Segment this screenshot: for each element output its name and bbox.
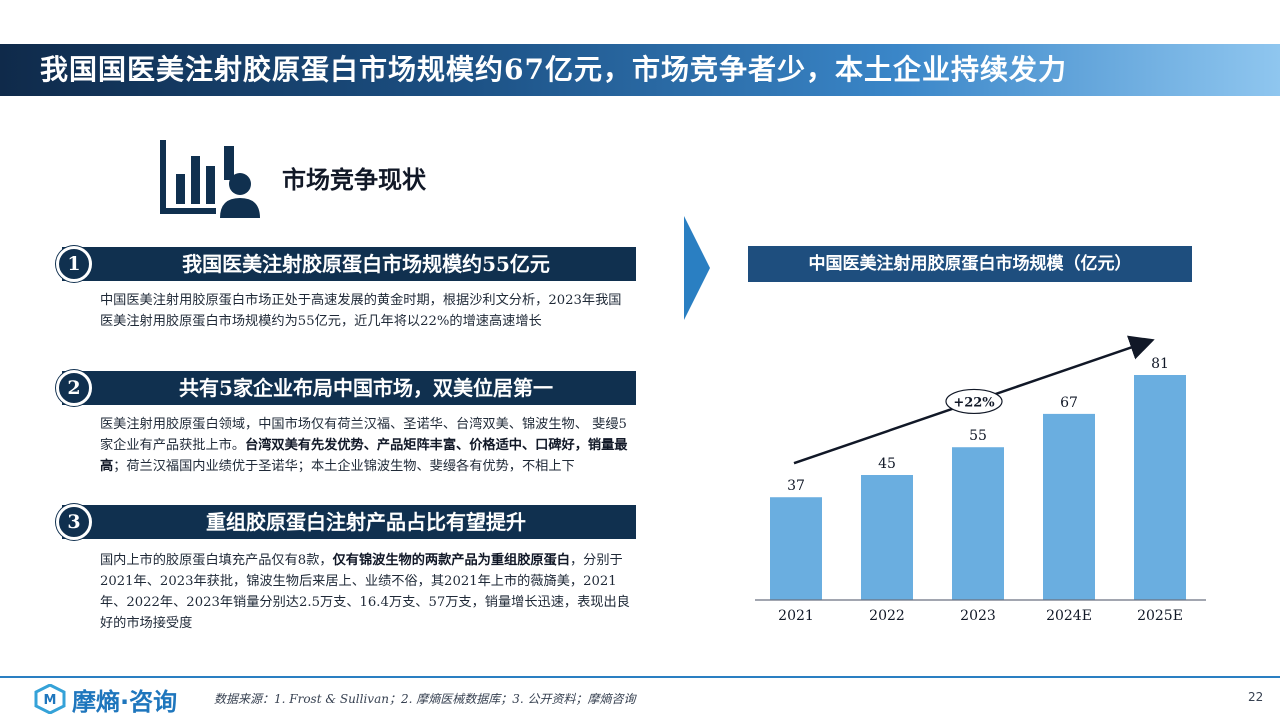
point-2-number: 2	[56, 370, 92, 406]
data-source: 数据来源：1. Frost & Sullivan；2. 摩熵医械数据库；3. 公…	[214, 692, 636, 706]
bar-2024E	[1043, 413, 1095, 600]
tick-label-2024E: 2024E	[1046, 608, 1092, 624]
point-3-text-post: ，分别于2021年、2023年获批，锦波生物后来居上、业绩不俗，其2021年上市…	[100, 553, 630, 631]
point-1-bar	[62, 247, 636, 281]
point-3-title: 重组胶原蛋白注射产品占比有望提升	[206, 510, 526, 534]
data-label-2023: 55	[969, 428, 987, 444]
page-number: 22	[1248, 690, 1264, 704]
tick-label-2021: 2021	[778, 608, 814, 624]
divider-arrow-icon	[684, 216, 710, 320]
point-1-body: 中国医美注射用胶原蛋白市场正处于高速发展的黄金时期，根据沙利文分析，2023年我…	[100, 290, 630, 332]
point-3-body: 国内上市的胶原蛋白填充产品仅有8款，仅有锦波生物的两款产品为重组胶原蛋白，分别于…	[100, 550, 630, 634]
svg-text:M: M	[44, 693, 57, 708]
section-heading: 市场竞争现状	[282, 165, 426, 194]
point-2-body: 医美注射用胶原蛋白领域，中国市场仅有荷兰汉福、圣诺华、台湾双美、锦波生物、 斐缦…	[100, 414, 630, 477]
brand-logo: M 摩熵·咨询	[34, 683, 178, 716]
bar-2023	[952, 447, 1004, 600]
point-1-number: 1	[56, 246, 92, 282]
point-3-text-pre: 国内上市的胶原蛋白填充产品仅有8款，	[100, 553, 333, 568]
page-title: 我国国医美注射胶原蛋白市场规模约67亿元，市场竞争者少，本土企业持续发力	[40, 44, 1067, 96]
title-bar	[0, 44, 1280, 96]
page-title-lead: 我国	[40, 53, 99, 86]
tick-label-2025E: 2025E	[1137, 608, 1183, 624]
bar-2021	[770, 497, 822, 600]
bar-2022	[861, 475, 913, 600]
growth-annotation-oval	[945, 388, 1003, 415]
growth-annotation: +22%	[953, 395, 995, 410]
point-1-text: 中国医美注射用胶原蛋白市场正处于高速发展的黄金时期，根据沙利文分析，2023年我…	[100, 293, 622, 329]
data-label-2025E: 81	[1151, 356, 1169, 372]
bar-chart: 37 2021 45 2022 55 2023 67 2024E 81 2025E +22%	[755, 335, 1206, 624]
tick-label-2023: 2023	[960, 608, 996, 624]
footer-divider	[0, 676, 1280, 678]
data-label-2021: 37	[787, 478, 805, 494]
chart-title: 中国医美注射用胶原蛋白市场规模（亿元）	[748, 246, 1192, 282]
chart-person-icon	[160, 140, 260, 218]
page-title-rest: 国医美注射胶原蛋白市场规模约67亿元，市场竞争者少，本土企业持续发力	[98, 53, 1067, 86]
tick-label-2022: 2022	[869, 608, 905, 624]
data-label-2024E: 67	[1060, 395, 1078, 411]
brand-logo-icon: M	[34, 684, 66, 714]
point-2-text-bold: 台湾双美有先发优势、产品矩阵丰富、价格适中、口碑好，销量最高	[100, 438, 628, 474]
point-2-text-pre: 医美注射用胶原蛋白领域，中国市场仅有荷兰汉福、圣诺华、台湾双美、锦波生物、 斐缦…	[100, 417, 627, 453]
bar-2025E	[1134, 375, 1186, 600]
point-2-bar	[62, 371, 636, 405]
point-2-text-post: ；荷兰汉福国内业绩优于圣诺华；本土企业锦波生物、斐缦各有优势，不相上下	[113, 459, 575, 474]
point-3-bar	[62, 505, 636, 539]
point-3-number: 3	[56, 504, 92, 540]
brand-logo-text: 摩熵·咨询	[72, 687, 178, 716]
point-3-text-bold: 仅有锦波生物的两款产品为重组胶原蛋白	[332, 553, 570, 568]
data-label-2022: 45	[878, 456, 896, 472]
point-2-title: 共有5家企业布局中国市场，双美位居第一	[179, 376, 553, 400]
point-1-title: 我国医美注射胶原蛋白市场规模约55亿元	[182, 252, 550, 276]
